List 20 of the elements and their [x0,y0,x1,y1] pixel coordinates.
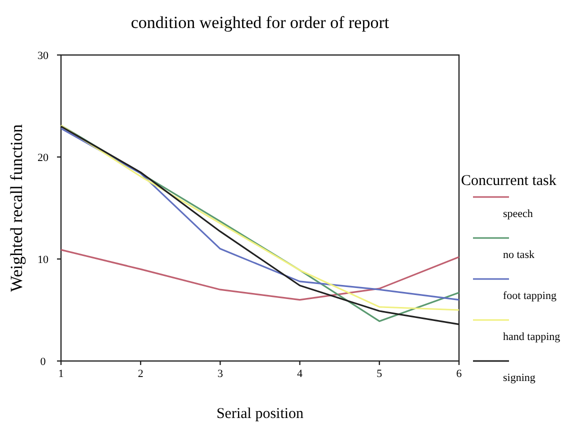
y-tick-label: 30 [38,50,49,62]
text: hand tapping [503,331,561,343]
y-tick-label: 0 [40,356,46,368]
text: foot tapping [503,290,557,302]
x-tick-label: 1 [58,368,64,380]
y-axis-title: Weighted recall function [7,124,26,292]
x-tick-label: 6 [456,368,462,380]
x-tick-label: 5 [376,368,383,380]
legend-title: Concurrent task [461,173,557,189]
chart-title: condition weighted for order of report [130,13,390,32]
line-series [60,249,460,301]
y-tick-label: 10 [38,254,49,266]
y-tick-label: 20 [38,152,49,164]
x-tick-label: 4 [297,368,304,380]
text: speech [503,208,534,220]
text: signing [503,372,536,384]
text: no task [503,249,535,261]
x-tick-label: 3 [217,368,224,380]
x-tick-label: 2 [138,368,144,380]
x-axis-title: Serial position [216,406,304,422]
